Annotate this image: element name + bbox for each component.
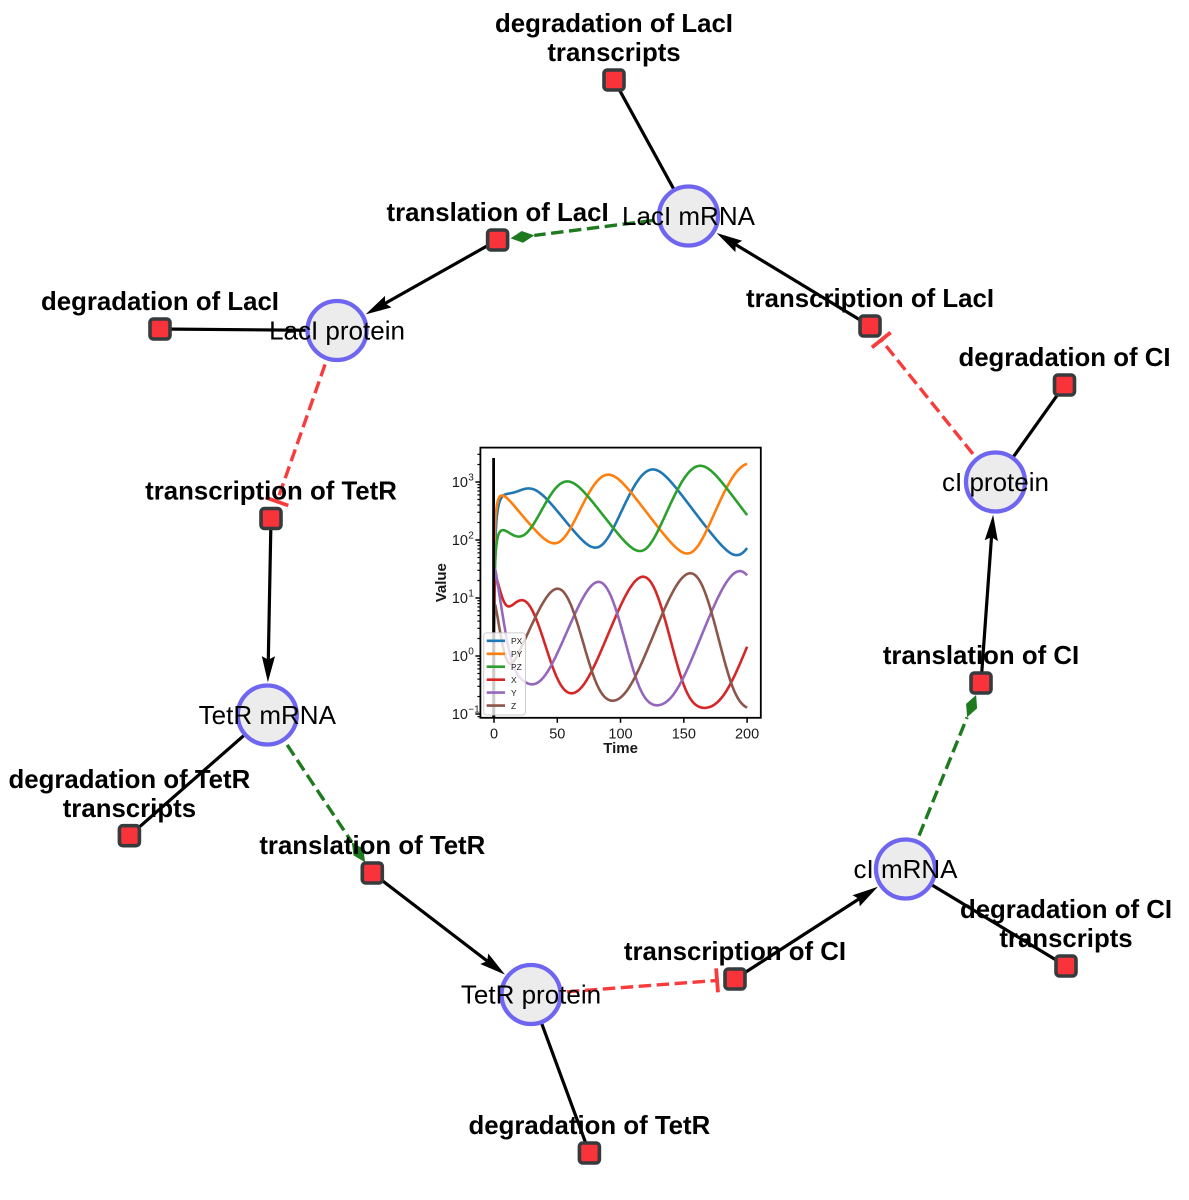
svg-text:PZ: PZ (511, 662, 522, 672)
svg-text:degradation of LacI: degradation of LacI (41, 288, 279, 316)
svg-text:TetR mRNA: TetR mRNA (199, 700, 337, 730)
svg-text:translation of LacI: translation of LacI (387, 199, 609, 227)
svg-text:LacI protein: LacI protein (269, 316, 405, 346)
svg-text:X: X (511, 675, 517, 685)
svg-text:transcripts: transcripts (63, 795, 196, 823)
svg-text:Y: Y (511, 688, 517, 698)
svg-text:100: 100 (608, 726, 632, 742)
svg-text:Value: Value (433, 563, 450, 602)
svg-text:10: 10 (452, 475, 468, 491)
svg-text:LacI mRNA: LacI mRNA (622, 201, 756, 231)
svg-text:degradation of TetR: degradation of TetR (9, 766, 251, 794)
svg-text:0: 0 (468, 647, 474, 658)
svg-text:2: 2 (468, 531, 474, 542)
svg-text:TetR protein: TetR protein (461, 980, 601, 1010)
svg-text:10: 10 (452, 533, 468, 549)
svg-text:50: 50 (549, 726, 565, 742)
svg-text:translation of TetR: translation of TetR (259, 832, 485, 860)
svg-text:degradation of TetR: degradation of TetR (469, 1112, 711, 1140)
svg-text:PX: PX (511, 636, 523, 646)
svg-text:1: 1 (468, 589, 474, 600)
svg-text:transcripts: transcripts (547, 39, 680, 67)
svg-text:degradation of CI: degradation of CI (958, 344, 1170, 372)
svg-text:cI mRNA: cI mRNA (854, 854, 959, 884)
svg-text:150: 150 (672, 726, 696, 742)
svg-text:cI protein: cI protein (942, 467, 1049, 497)
svg-text:200: 200 (735, 726, 759, 742)
svg-text:10: 10 (452, 649, 468, 665)
svg-text:transcription of CI: transcription of CI (624, 938, 846, 966)
svg-text:PY: PY (511, 649, 523, 659)
svg-text:−1: −1 (468, 705, 480, 716)
svg-text:transcription of TetR: transcription of TetR (145, 478, 397, 506)
svg-text:degradation of LacI: degradation of LacI (495, 10, 733, 38)
svg-text:Z: Z (511, 701, 516, 711)
svg-text:Time: Time (603, 740, 638, 757)
svg-text:transcripts: transcripts (999, 925, 1132, 953)
svg-text:transcription of LacI: transcription of LacI (746, 285, 994, 313)
svg-text:0: 0 (490, 726, 498, 742)
svg-text:degradation of CI: degradation of CI (960, 896, 1172, 924)
svg-text:translation of CI: translation of CI (883, 642, 1079, 670)
svg-text:10: 10 (452, 707, 468, 723)
svg-text:10: 10 (452, 591, 468, 607)
svg-text:3: 3 (468, 473, 474, 484)
